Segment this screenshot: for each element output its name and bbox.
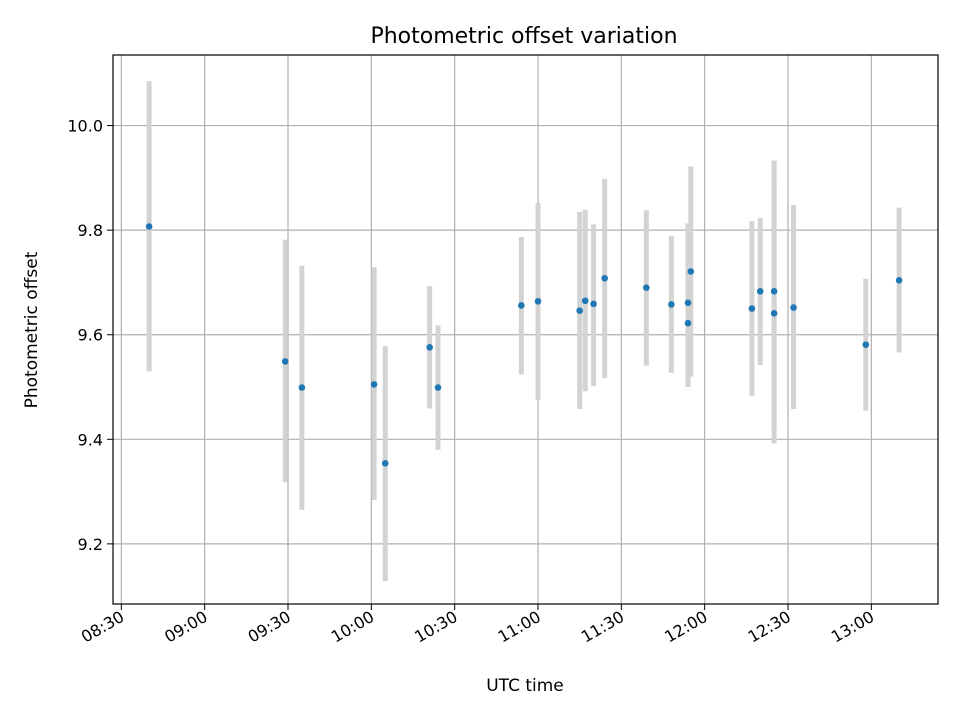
data-point bbox=[790, 304, 797, 311]
x-tick-label: 11:00 bbox=[495, 607, 544, 647]
data-point bbox=[895, 277, 903, 284]
data-point bbox=[281, 358, 289, 365]
data-point bbox=[298, 384, 306, 391]
x-axis-label: UTC time bbox=[486, 676, 564, 696]
data-point bbox=[643, 284, 650, 291]
x-tick-label: 10:30 bbox=[411, 607, 460, 647]
data-point bbox=[770, 309, 778, 317]
data-point bbox=[381, 460, 389, 467]
chart-title: Photometric offset variation bbox=[370, 24, 677, 49]
error-bars bbox=[146, 81, 902, 581]
x-tick-label: 12:30 bbox=[745, 607, 794, 647]
data-point bbox=[601, 274, 608, 282]
x-tick-label: 11:30 bbox=[578, 607, 627, 647]
data-point bbox=[684, 319, 692, 327]
y-tick-label: 9.6 bbox=[78, 326, 103, 345]
data-point bbox=[426, 343, 433, 351]
data-point bbox=[145, 223, 153, 230]
y-tick-label: 10.0 bbox=[67, 117, 103, 136]
data-point bbox=[434, 384, 442, 391]
x-tick-label: 10:00 bbox=[328, 607, 377, 647]
data-point bbox=[770, 288, 778, 295]
y-tick-label: 9.4 bbox=[78, 430, 103, 449]
y-tick-label: 9.2 bbox=[78, 535, 103, 554]
data-point bbox=[518, 302, 525, 309]
x-tick-label: 09:00 bbox=[161, 607, 210, 647]
y-tick-label: 9.8 bbox=[78, 221, 103, 240]
y-axis-label: Photometric offset bbox=[22, 251, 42, 408]
x-tick-label: 13:00 bbox=[828, 607, 877, 647]
grid bbox=[113, 55, 938, 604]
data-point bbox=[581, 297, 589, 305]
data-point bbox=[370, 381, 378, 388]
data-point bbox=[687, 268, 695, 275]
data-point bbox=[534, 297, 542, 305]
data-point bbox=[590, 300, 597, 308]
data-point bbox=[862, 341, 870, 348]
data-points bbox=[145, 223, 903, 467]
plot-frame bbox=[112, 54, 939, 605]
x-tick-label: 08:30 bbox=[78, 607, 127, 647]
data-point bbox=[748, 305, 756, 312]
y-axis-ticks: 9.2 9.4 9.6 9.8 10.0 bbox=[67, 117, 113, 554]
data-point bbox=[684, 299, 692, 307]
x-axis-ticks: 08:30 09:00 09:30 10:00 10:30 11:00 11:30 12:00… bbox=[78, 604, 877, 647]
data-point bbox=[668, 301, 675, 308]
x-tick-label: 09:30 bbox=[245, 607, 294, 647]
data-point bbox=[576, 307, 583, 314]
x-tick-label: 12:00 bbox=[661, 607, 710, 647]
data-point bbox=[756, 288, 764, 295]
